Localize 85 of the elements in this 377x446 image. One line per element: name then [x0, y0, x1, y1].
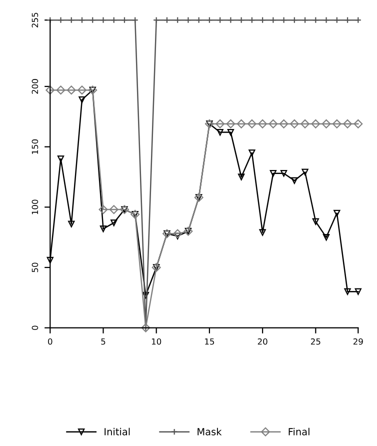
point: [312, 218, 319, 225]
point: [109, 205, 118, 214]
point: [247, 119, 256, 128]
point: [300, 119, 310, 128]
point: [322, 234, 330, 241]
y-tick-label: 150: [32, 139, 38, 154]
point: [153, 16, 160, 24]
point: [78, 16, 86, 24]
point: [354, 288, 362, 295]
x-tick-label: 15: [205, 338, 214, 345]
x-tick-label: 10: [152, 338, 162, 345]
x-tick-label: 5: [101, 338, 106, 345]
y-tick-label: 200: [32, 79, 38, 94]
point: [184, 16, 192, 24]
point: [322, 16, 330, 24]
point: [110, 219, 118, 226]
point: [279, 119, 288, 128]
point: [302, 168, 308, 176]
point: [354, 119, 363, 128]
point: [344, 16, 351, 24]
point: [206, 16, 213, 24]
point: [142, 292, 150, 299]
point: [68, 16, 75, 24]
point: [78, 86, 86, 95]
point: [291, 177, 298, 184]
point: [46, 86, 55, 95]
point: [121, 16, 128, 24]
point: [56, 86, 66, 95]
point: [100, 226, 107, 232]
legend-label: Final: [288, 428, 310, 436]
point: [196, 16, 202, 24]
point: [227, 16, 234, 24]
x-tick-label: 29: [353, 338, 363, 345]
point: [344, 288, 351, 295]
point: [280, 16, 288, 24]
point: [236, 119, 246, 128]
legend-label: Mask: [198, 428, 222, 436]
point: [268, 119, 278, 128]
point: [98, 205, 108, 214]
point: [46, 256, 54, 264]
point: [258, 119, 268, 128]
point: [334, 16, 340, 24]
point: [259, 229, 266, 236]
point: [216, 119, 225, 128]
point: [238, 174, 245, 180]
point: [174, 16, 181, 24]
point: [216, 16, 224, 24]
legend-label: Initial: [104, 428, 130, 436]
point: [259, 16, 266, 24]
point: [270, 16, 277, 24]
x-tick-label: 20: [258, 338, 268, 345]
point: [302, 16, 308, 24]
point: [290, 119, 299, 128]
x-tick-label: 0: [48, 338, 52, 345]
point: [248, 149, 256, 156]
point: [227, 128, 234, 136]
point: [57, 156, 64, 162]
point: [164, 16, 170, 24]
point: [226, 119, 236, 128]
point: [280, 170, 288, 177]
point: [238, 16, 245, 24]
point: [334, 210, 340, 216]
point: [311, 119, 320, 128]
point: [332, 119, 342, 128]
point: [270, 170, 277, 177]
point: [110, 16, 118, 24]
point: [343, 119, 352, 128]
y-tick-label: 255: [32, 12, 38, 28]
point: [312, 16, 319, 24]
y-tick-label: 50: [32, 262, 38, 272]
point: [68, 220, 75, 228]
point: [78, 96, 86, 104]
point: [248, 16, 256, 24]
point: [66, 86, 76, 95]
y-tick-label: 0: [32, 326, 38, 330]
point: [132, 16, 138, 24]
point: [57, 16, 64, 24]
x-tick-label: 25: [310, 338, 320, 345]
point: [173, 229, 182, 238]
point: [89, 16, 96, 24]
point: [216, 128, 224, 136]
point: [100, 16, 107, 24]
point: [322, 119, 331, 128]
y-tick-label: 100: [32, 200, 38, 214]
point: [291, 16, 298, 24]
